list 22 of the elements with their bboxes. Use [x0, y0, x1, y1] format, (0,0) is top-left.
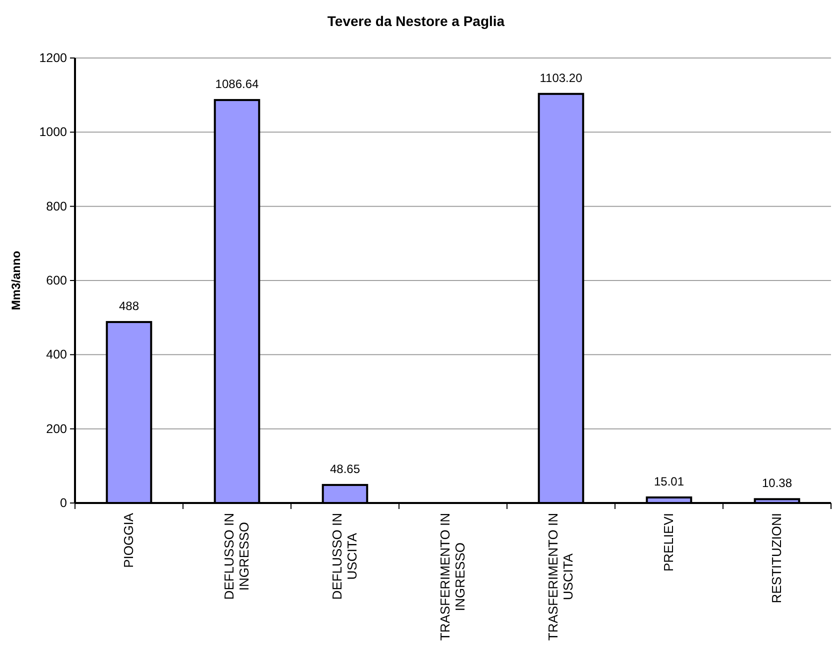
- data-label: 1103.20: [540, 70, 583, 85]
- y-tick-label: 1000: [39, 125, 68, 140]
- x-tick-label: PRELIEVI: [660, 513, 676, 572]
- data-label: 48.65: [330, 462, 360, 476]
- data-label: 488: [118, 299, 140, 314]
- y-tick-label: 0: [60, 496, 68, 510]
- x-tick-label: RESTITUZIONI: [768, 513, 784, 604]
- y-tick-label: 800: [46, 199, 68, 214]
- x-tick-label: TRASFERIMENTO IN INGRESSO: [437, 513, 468, 641]
- x-tick-label: TRASFERIMENTO IN USCITA: [545, 513, 576, 641]
- x-tick-label: PIOGGIA: [120, 512, 136, 568]
- y-tick-label: 1200: [39, 51, 68, 65]
- y-tick-label: 200: [46, 422, 68, 436]
- x-tick-label: DEFLUSSO IN INGRESSO: [221, 513, 252, 600]
- y-tick-label: 400: [46, 348, 68, 362]
- x-tick-label: DEFLUSSO IN USCITA: [329, 513, 360, 600]
- y-tick-label: 600: [46, 274, 68, 288]
- y-axis-title: Mm3/anno: [9, 250, 23, 310]
- data-label: 1086.64: [215, 77, 260, 92]
- data-label: 15.01: [654, 474, 684, 488]
- data-label: 10.38: [762, 476, 792, 490]
- chart-title: Tevere da Nestore a Paglia: [327, 13, 505, 29]
